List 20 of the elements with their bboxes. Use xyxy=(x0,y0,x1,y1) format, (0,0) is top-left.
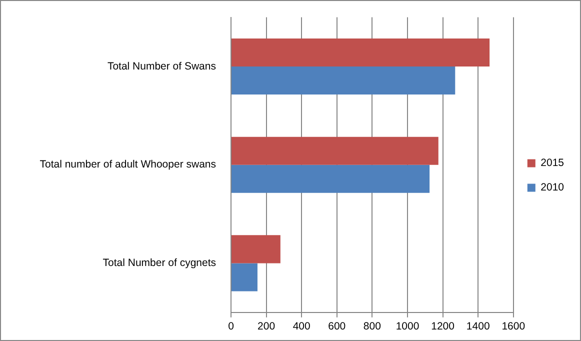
x-tick-label: 1600 xyxy=(502,320,526,333)
legend-label: 2010 xyxy=(540,182,564,194)
x-tick-label: 0 xyxy=(228,320,234,333)
y-tick-label: Total Number of Swans xyxy=(107,60,216,72)
bar xyxy=(232,235,280,264)
bar xyxy=(232,164,430,193)
x-tick-label: 200 xyxy=(258,320,276,333)
bar xyxy=(232,263,258,292)
x-tick-label: 1200 xyxy=(431,320,455,333)
x-tick-label: 400 xyxy=(292,320,311,333)
x-tick-label: 600 xyxy=(328,320,346,333)
y-tick-label: Total number of adult Whooper swans xyxy=(40,158,216,171)
bar xyxy=(232,38,490,66)
y-tick-label: Total Number of cygnets xyxy=(102,257,216,270)
bar xyxy=(232,136,438,165)
x-tick-label: 800 xyxy=(363,320,382,333)
x-tick-label: 1400 xyxy=(466,320,490,333)
legend-label: 2015 xyxy=(540,157,564,170)
x-tick-label: 1000 xyxy=(396,320,420,333)
bar xyxy=(232,66,456,95)
